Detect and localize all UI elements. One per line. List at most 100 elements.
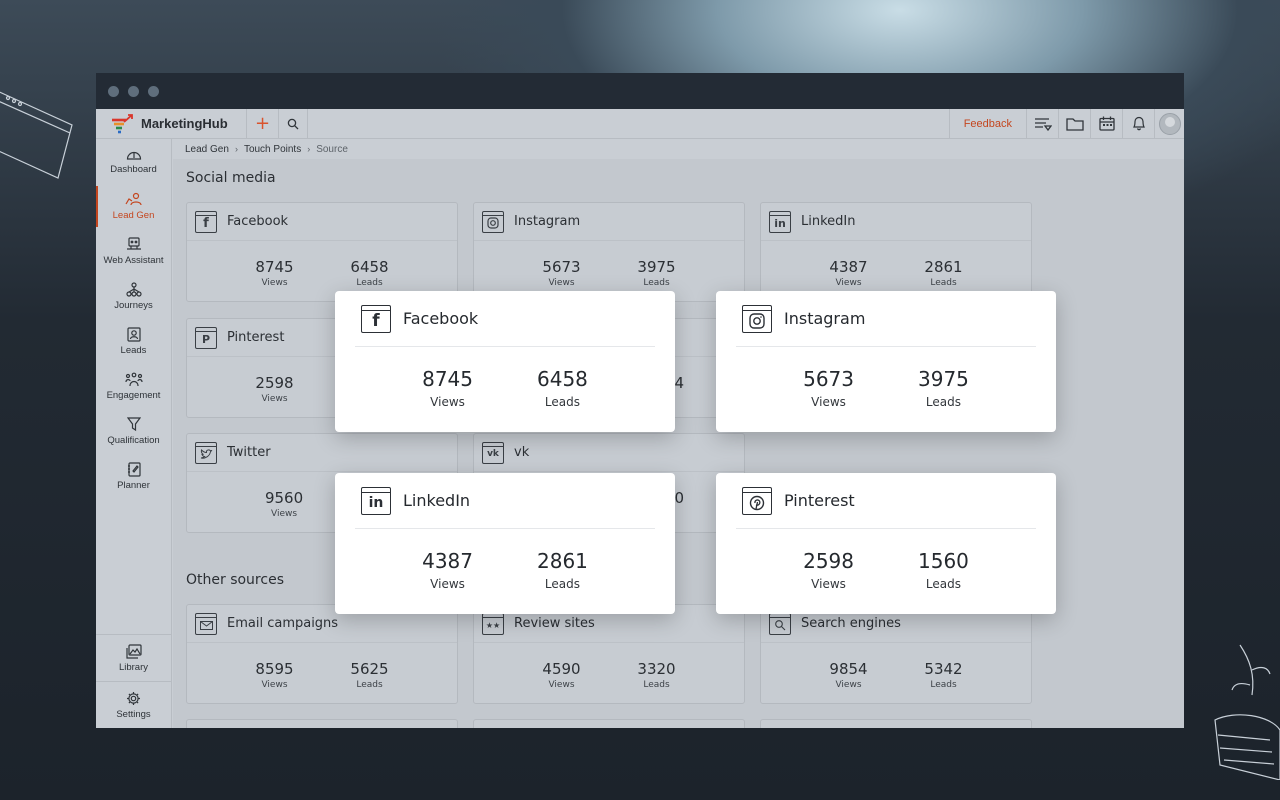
card-title: Review sites [514,616,595,631]
folder-button[interactable] [1058,109,1090,138]
leads-value: 5625 [350,660,389,678]
section-title-social: Social media [186,170,276,186]
plus-icon: + [254,113,271,134]
sidebar-item-journeys[interactable]: Journeys [96,274,171,319]
sidebar-item-label: Leads [120,345,147,356]
sidebar: Dashboard Lead Gen Web Assistant Journey… [96,139,172,728]
leads-value: 6458 [537,367,588,391]
views-value: 9560 [264,489,304,507]
leads-value: 6458 [350,258,389,276]
views-value: 8745 [255,258,294,276]
sidebar-bottom: Library Settings [96,634,171,728]
card-title: Email campaigns [227,616,339,631]
instagram-icon [482,210,504,233]
sidebar-item-library[interactable]: Library [96,634,171,681]
source-card-partial[interactable] [186,719,458,728]
leads-stat: 2861 Leads [537,549,588,591]
facebook-icon: f [361,304,391,333]
views-value: 8595 [255,660,294,678]
filter-list-button[interactable] [1026,109,1058,138]
window-titlebar [96,73,1184,109]
views-value: 4590 [542,660,581,678]
leads-stat: 5625 Leads [350,660,388,690]
source-card-email-campaigns[interactable]: Email campaigns 8595 Views 5625 Leads [186,604,458,704]
leads-value: 1560 [918,549,969,573]
source-card-review-sites[interactable]: ★★ Review sites 4590 Views 3320 Leads [473,604,745,704]
sidebar-item-planner[interactable]: Planner [96,454,171,499]
views-label: Views [271,509,298,519]
search-button[interactable] [278,109,308,138]
notifications-button[interactable] [1122,109,1154,138]
calendar-icon [1098,116,1115,131]
breadcrumb-touch-points[interactable]: Touch Points [243,143,302,155]
leads-stat: 6458 Leads [537,367,588,409]
leads-label: Leads [544,395,580,409]
views-label: Views [811,577,846,591]
card-title: vk [514,445,530,460]
sidebar-item-leads[interactable]: Leads [96,319,171,364]
highlight-card-facebook[interactable]: f Facebook 8745 Views 6458 Leads [335,291,675,432]
views-label: Views [835,278,862,288]
leads-value: 2861 [537,549,588,573]
leads-value: 2861 [924,258,963,276]
app-window: MarketingHub + Feedback Dashboard Lead G… [96,73,1184,728]
sidebar-item-web-assistant[interactable]: Web Assistant [96,229,171,274]
views-stat: 4387 Views [829,258,867,288]
highlight-card-pinterest[interactable]: Pinterest 2598 Views 1560 Leads [716,473,1056,614]
views-stat: 9560 Views [265,489,303,519]
sidebar-item-label: Engagement [106,390,161,401]
source-card-instagram[interactable]: Instagram 5673 Views 3975 Leads [473,202,745,302]
feedback-button[interactable]: Feedback [948,109,1026,138]
window-minimize-dot[interactable] [128,85,139,97]
views-label: Views [811,395,846,409]
views-value: 8745 [422,367,473,391]
sidebar-item-qualification[interactable]: Qualification [96,409,171,454]
views-value: 4387 [422,549,473,573]
breadcrumb: Lead Gen › Touch Points › Source [173,139,1184,159]
profile-button[interactable] [1154,109,1184,138]
leads-value: 0 [674,489,684,507]
lead-gen-icon [124,192,142,206]
leads-stat: 5342 Leads [924,660,962,690]
card-title: Pinterest [784,491,855,510]
add-button[interactable]: + [246,109,278,138]
highlight-card-instagram[interactable]: Instagram 5673 Views 3975 Leads [716,291,1056,432]
views-label: Views [548,680,575,690]
source-card-partial[interactable] [760,719,1032,728]
sidebar-item-lead-gen[interactable]: Lead Gen [96,184,171,229]
search-engine-icon [769,612,791,635]
twitter-icon [195,441,217,464]
source-card-partial[interactable] [473,719,745,728]
views-stat: 4387 Views [422,549,473,591]
sketch-plant-hand-decoration [1214,644,1280,780]
leads-label: Leads [925,395,961,409]
window-maximize-dot[interactable] [148,85,159,97]
filter-list-icon [1034,117,1052,131]
source-card-search-engines[interactable]: Search engines 9854 Views 5342 Leads [760,604,1032,704]
card-title: Twitter [227,445,271,460]
facebook-icon: f [195,210,217,233]
views-stat: 4590 Views [542,660,580,690]
views-label: Views [430,577,465,591]
calendar-button[interactable] [1090,109,1122,138]
window-close-dot[interactable] [108,85,119,97]
source-card-linkedin[interactable]: in LinkedIn 4387 Views 2861 Leads [760,202,1032,302]
highlight-card-linkedin[interactable]: in LinkedIn 4387 Views 2861 Leads [335,473,675,614]
views-stat: 5673 Views [803,367,854,409]
pinterest-icon: P [195,326,217,349]
brand[interactable]: MarketingHub [96,109,246,138]
leads-value: 5342 [924,660,963,678]
sidebar-item-label: Settings [116,708,151,720]
engagement-icon [124,372,143,387]
review-stars-icon: ★★ [482,612,504,635]
sidebar-item-settings[interactable]: Settings [96,681,171,728]
dashboard-gauge-icon [126,151,141,160]
views-label: Views [261,278,288,288]
leads-value: 3975 [637,258,676,276]
instagram-icon [742,304,772,333]
sidebar-item-dashboard[interactable]: Dashboard [96,139,171,184]
sidebar-item-engagement[interactable]: Engagement [96,364,171,409]
source-card-facebook[interactable]: f Facebook 8745 Views 6458 Leads [186,202,458,302]
breadcrumb-lead-gen[interactable]: Lead Gen [185,143,229,155]
leads-stat: 3320 Leads [637,660,675,690]
